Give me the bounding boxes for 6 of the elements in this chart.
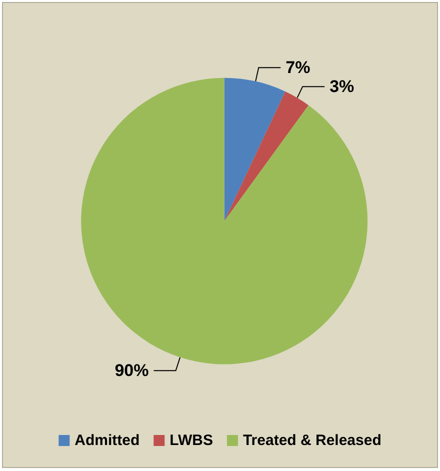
data-label: 7% [286, 58, 310, 78]
legend-label: Admitted [74, 432, 140, 449]
data-label: 3% [330, 77, 354, 96]
data-label: 90% [114, 361, 149, 380]
legend-label: LWBS [170, 432, 213, 449]
legend-label: Treated & Released [242, 432, 382, 449]
